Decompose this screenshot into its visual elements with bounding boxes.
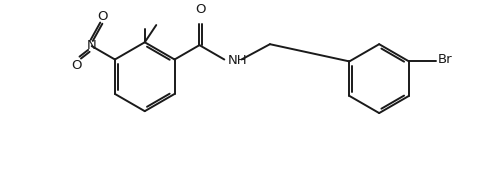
Text: O: O [195,3,205,16]
Text: NH: NH [228,54,248,67]
Text: Br: Br [438,53,452,66]
Text: N: N [87,39,97,52]
Text: O: O [71,59,82,72]
Text: O: O [97,10,108,23]
